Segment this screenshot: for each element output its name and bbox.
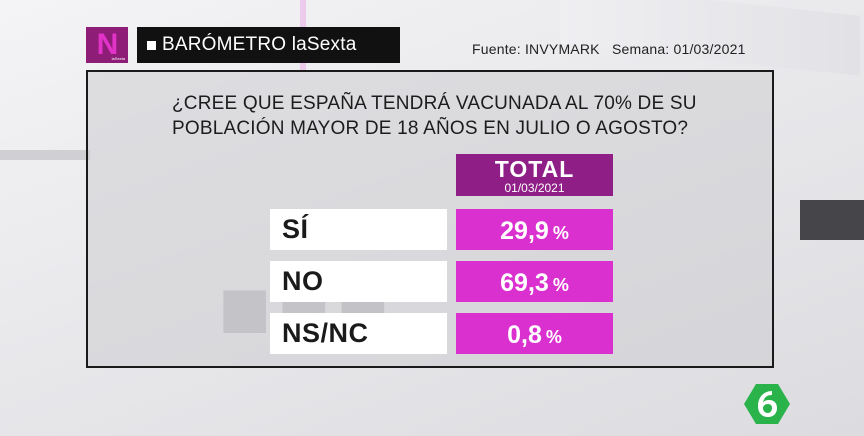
source-caption: Fuente: INVYMARK Semana: 01/03/2021 xyxy=(472,41,746,57)
background-shape xyxy=(560,0,860,76)
answer-value-nsnc: 0,8 % xyxy=(456,313,613,354)
total-date: 01/03/2021 xyxy=(504,181,565,195)
value-unit: % xyxy=(552,275,569,295)
noticias-logo-icon: N laSexta xyxy=(86,27,128,63)
answer-label-nsnc: NS/NC xyxy=(270,313,447,354)
value-number: 0,8 xyxy=(507,321,542,349)
square-bullet-icon xyxy=(147,40,156,50)
background-shape xyxy=(800,200,864,240)
answer-value-yes: 29,9 % xyxy=(456,209,613,250)
survey-question: ¿CREE QUE ESPAÑA TENDRÁ VACUNADA AL 70% … xyxy=(172,91,732,141)
question-line-2: POBLACIÓN MAYOR DE 18 AÑOS EN JULIO O AG… xyxy=(172,118,689,139)
lasexta-6-logo-icon xyxy=(744,384,790,424)
total-title: TOTAL xyxy=(494,156,575,182)
value-number: 69,3 xyxy=(500,269,549,297)
answer-value-no: 69,3 % xyxy=(456,261,613,302)
value-number: 29,9 xyxy=(500,217,549,245)
total-column-header: TOTAL 01/03/2021 xyxy=(456,154,613,196)
question-line-1: ¿CREE QUE ESPAÑA TENDRÁ VACUNADA AL 70% … xyxy=(172,93,697,114)
barometer-title-box: BARÓMETRO laSexta xyxy=(137,27,400,63)
answer-label-yes: SÍ xyxy=(270,209,447,250)
background-shape xyxy=(0,150,90,160)
logo-sub: laSexta xyxy=(111,56,125,61)
answer-label-no: NO xyxy=(270,261,447,302)
value-unit: % xyxy=(552,223,569,243)
barometer-title: BARÓMETRO laSexta xyxy=(162,34,357,55)
logo-letter: N xyxy=(96,28,119,61)
value-unit: % xyxy=(545,327,562,347)
